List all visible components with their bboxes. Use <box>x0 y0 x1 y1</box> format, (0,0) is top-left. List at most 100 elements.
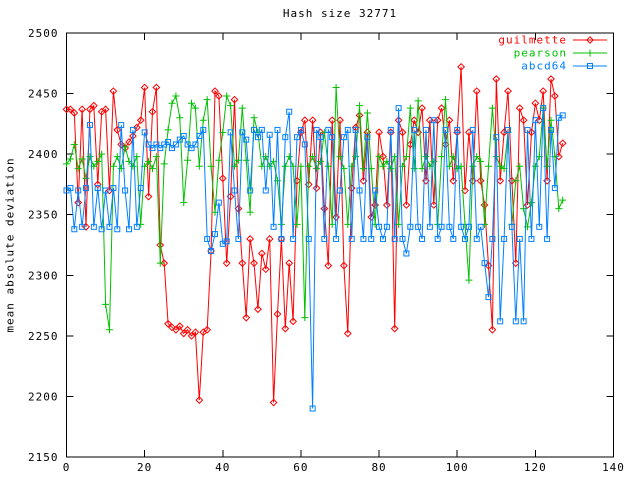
series-abcd64-marker <box>403 250 410 257</box>
series-guilmette-marker <box>160 259 169 268</box>
series-pearson-marker <box>133 153 141 161</box>
series-abcd64-marker <box>94 185 101 192</box>
series-guilmette-marker <box>289 317 298 326</box>
series-abcd64-marker <box>165 139 172 146</box>
series-abcd64-marker <box>434 235 441 242</box>
series-pearson-marker <box>242 156 250 164</box>
series-pearson-marker <box>555 205 563 213</box>
series-guilmette-marker <box>82 222 90 231</box>
series-guilmette-marker <box>355 111 364 120</box>
series-abcd64-marker <box>442 126 449 133</box>
series-pearson-marker <box>94 157 102 165</box>
series-abcd64-marker <box>520 318 527 325</box>
series-guilmette-marker <box>246 235 255 243</box>
series-abcd64-marker <box>415 223 422 230</box>
series-guilmette-marker <box>398 128 407 137</box>
series-abcd64-marker <box>75 187 82 194</box>
series-guilmette-marker <box>402 201 411 209</box>
series-guilmette-marker <box>437 104 446 113</box>
series-guilmette-marker <box>105 186 114 195</box>
series-abcd64-marker <box>419 235 426 242</box>
y-tick-label: 2350 <box>28 209 59 222</box>
series-pearson-marker <box>473 153 481 161</box>
series-abcd64-marker <box>290 235 297 242</box>
series-guilmette-marker <box>480 201 489 209</box>
series-abcd64-marker <box>551 185 558 192</box>
series-pearson-marker <box>160 160 168 168</box>
chart-title: Hash size 32771 <box>282 7 398 20</box>
series-abcd64-marker <box>532 117 539 124</box>
series-pearson-line <box>66 87 564 330</box>
series-abcd64-marker <box>204 235 211 242</box>
series-abcd64-marker <box>114 226 121 233</box>
series-abcd64-marker <box>364 134 371 141</box>
series-abcd64-marker <box>505 126 512 133</box>
series-guilmette-marker <box>425 116 434 125</box>
series-guilmette-marker <box>113 126 122 134</box>
series-pearson-marker <box>402 153 410 161</box>
series-abcd64-marker <box>399 235 406 242</box>
series-pearson-marker <box>438 153 446 161</box>
series-abcd64-marker <box>153 141 160 148</box>
series-guilmette-marker <box>211 87 219 96</box>
series-guilmette-marker <box>136 116 145 125</box>
series-guilmette-marker <box>371 201 380 209</box>
series-abcd64-marker <box>501 235 508 242</box>
series-pearson-marker <box>488 104 496 112</box>
series-guilmette-marker <box>500 128 509 137</box>
series-abcd64-marker <box>157 145 164 152</box>
series-abcd64-marker <box>286 108 293 115</box>
series-guilmette-marker <box>101 105 110 114</box>
series-abcd64-marker <box>348 235 355 242</box>
x-tick-label: 100 <box>446 461 469 474</box>
series-pearson-marker <box>70 140 78 148</box>
series-abcd64-marker <box>368 235 375 242</box>
series-guilmette-marker <box>379 152 387 161</box>
series-pearson-marker <box>363 109 371 117</box>
series-pearson-marker <box>219 128 227 136</box>
series-guilmette-marker <box>89 101 98 110</box>
series-pearson-marker <box>344 220 352 228</box>
series-guilmette-marker <box>195 396 204 404</box>
series-pearson-marker <box>512 177 520 185</box>
series-pearson-marker <box>356 102 364 110</box>
series-pearson-marker <box>63 160 70 168</box>
series-guilmette-marker <box>418 104 426 113</box>
series-abcd64-marker <box>497 318 504 325</box>
series-guilmette-marker <box>117 140 126 149</box>
series-abcd64-marker <box>176 136 183 143</box>
series-pearson-marker <box>207 162 215 170</box>
series-abcd64-marker <box>98 226 105 233</box>
series-abcd64-marker <box>172 141 179 148</box>
series-abcd64-marker <box>168 145 175 152</box>
series-pearson-marker <box>414 97 422 105</box>
legend-sample-marker <box>586 36 594 44</box>
series-abcd64-marker <box>465 223 472 230</box>
series-pearson-marker <box>129 162 137 170</box>
series-abcd64-marker <box>129 126 136 133</box>
series-guilmette-marker <box>445 116 454 125</box>
series-guilmette-marker <box>254 305 262 314</box>
series-pearson-marker <box>305 162 313 170</box>
series-abcd64-marker <box>430 117 437 124</box>
series-abcd64-marker <box>196 132 203 139</box>
series-guilmette-marker <box>148 107 157 116</box>
series-abcd64-marker <box>215 199 222 206</box>
series-abcd64-marker <box>524 126 531 133</box>
series-guilmette-marker <box>504 87 512 96</box>
plot-border <box>66 32 614 458</box>
series-guilmette-marker <box>179 329 188 338</box>
series-pearson-marker <box>66 155 74 163</box>
series-guilmette-marker <box>168 323 176 332</box>
series-abcd64-marker <box>411 126 418 133</box>
series-guilmette-marker <box>328 116 337 125</box>
series-abcd64-marker <box>278 235 285 242</box>
series-pearson-marker <box>449 153 457 161</box>
series-pearson-marker <box>297 162 305 170</box>
series-abcd64-marker <box>356 187 363 194</box>
series-pearson-marker <box>203 96 211 104</box>
series-guilmette-marker <box>281 324 290 333</box>
series-guilmette-marker <box>70 109 79 117</box>
series-guilmette-marker <box>144 192 153 201</box>
